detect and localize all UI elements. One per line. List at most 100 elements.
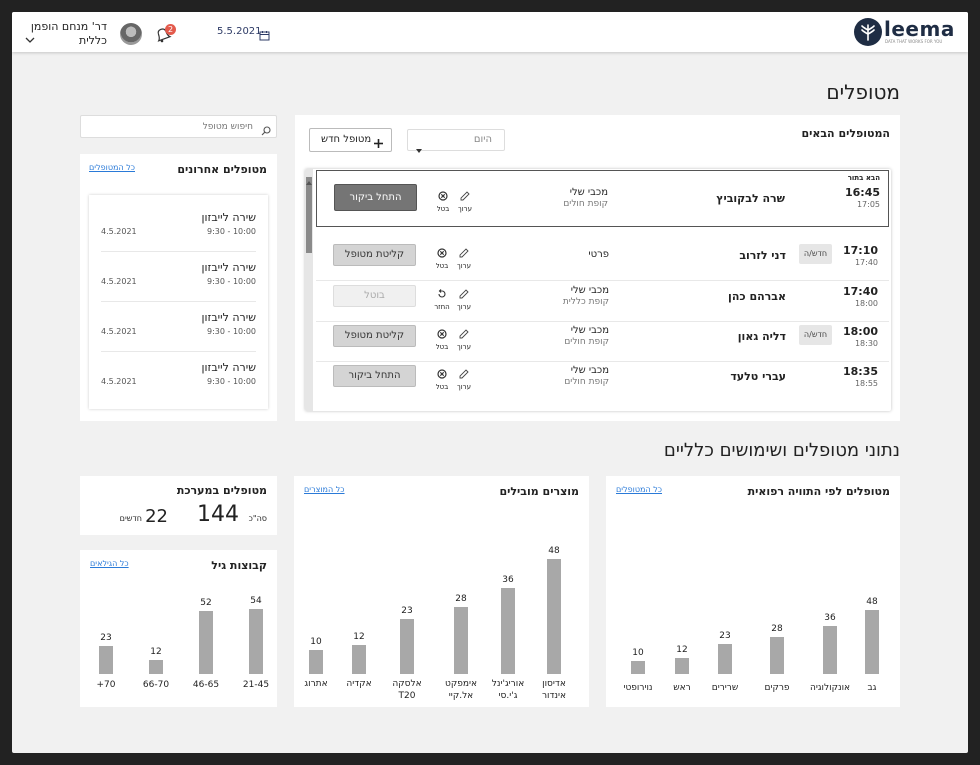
- patient-search[interactable]: [80, 115, 277, 138]
- row-insurance: מכבי שלי: [570, 285, 609, 296]
- edit-label: ערוך: [457, 383, 471, 391]
- edit-icon: [459, 289, 469, 299]
- recent-divider: [101, 251, 256, 252]
- upcoming-row[interactable]: 18:35 18:55 עברי טלעד מכבי שלי קופת חולים ערו…: [316, 362, 889, 402]
- scrollbar-thumb[interactable]: [306, 177, 312, 253]
- start-visit-button[interactable]: התחל ביקור: [334, 184, 417, 211]
- top-bar: leema DATA THAT WORKS FOR YOU 5.5.2021 2…: [12, 12, 968, 52]
- row-insurance-type: קופת חולים: [563, 199, 608, 209]
- scroll-down-icon[interactable]: [306, 403, 312, 411]
- chart-title: מטופלים לפי התוויה רפואית: [747, 485, 890, 498]
- system-title: מטופלים במערכת: [176, 484, 267, 497]
- user-menu-chevron-down-icon[interactable]: [25, 29, 35, 48]
- cancel-label: בטל: [435, 343, 449, 351]
- chart-all-link[interactable]: כל המטופלים: [616, 485, 662, 494]
- recent-patient-item[interactable]: שירה לייבזון 9:30 - 10:00 4.5.2021: [89, 361, 268, 405]
- chart-bar: [547, 559, 561, 674]
- upcoming-row-next[interactable]: הבא בתור 16:45 17:05 שרה לבקוביץ מכבי של…: [316, 170, 889, 227]
- upcoming-row[interactable]: 18:00 18:30 חדש/ה דליה גאון מכבי שלי קופת חול…: [316, 322, 889, 362]
- upcoming-row[interactable]: 17:40 18:00 אברהם כהן מכבי שלי קופת כללית ערו…: [316, 282, 889, 322]
- row-patient-name[interactable]: דני לזרוב: [739, 249, 786, 262]
- cancel-appointment-button[interactable]: בטל: [435, 186, 451, 213]
- edit-button[interactable]: ערוך: [456, 284, 472, 311]
- day-filter-value: היום: [473, 134, 492, 145]
- chart-value-label: 52: [200, 598, 212, 609]
- upcoming-list: הבא בתור 16:45 17:05 שרה לבקוביץ מכבי של…: [305, 169, 891, 411]
- recent-patient-date: 4.5.2021: [101, 377, 137, 386]
- chart-category-label: אוריג'ינל ג'י.סי: [491, 679, 525, 701]
- total-label: סה"כ: [248, 514, 267, 523]
- edit-icon: [459, 248, 469, 258]
- recent-patient-time: 9:30 - 10:00: [207, 377, 256, 386]
- edit-button[interactable]: ערוך: [456, 243, 472, 270]
- age-groups-chart-card: קבוצות גיל כל הגילאים 54 21-45 52 46-65 12 66-7…: [80, 550, 277, 707]
- chart-value-label: 28: [771, 623, 783, 634]
- restore-button[interactable]: החזר: [434, 284, 450, 311]
- all-patients-link[interactable]: כל המטופלים: [89, 163, 135, 172]
- recent-patient-date: 4.5.2021: [101, 227, 137, 236]
- row-end-time: 18:55: [854, 379, 878, 388]
- chart-value-label: 12: [150, 646, 162, 657]
- chart-bar: [199, 611, 213, 674]
- row-insurance-type: קופת כללית: [562, 297, 609, 307]
- chart-value-label: 23: [719, 630, 731, 641]
- chart-bar: [718, 643, 732, 674]
- row-action-button[interactable]: בוטל: [333, 285, 416, 307]
- recent-patient-item[interactable]: שירה לייבזון 9:30 - 10:00 4.5.2021: [89, 261, 268, 305]
- chart-all-link[interactable]: כל המוצרים: [304, 485, 345, 494]
- chart-title: מוצרים מובילים: [499, 485, 579, 498]
- cancel-appointment-button[interactable]: בטל: [434, 324, 450, 351]
- row-patient-name[interactable]: אברהם כהן: [728, 290, 786, 303]
- upcoming-row[interactable]: 17:10 17:40 חדש/ה דני לזרוב פרטי ערוך בטל קליטת…: [316, 241, 889, 281]
- edit-button[interactable]: ערוך: [457, 186, 473, 213]
- day-filter-select[interactable]: היום: [407, 129, 505, 153]
- row-patient-name[interactable]: דליה גאון: [737, 330, 786, 343]
- row-insurance-type: קופת חולים: [564, 377, 609, 387]
- logo[interactable]: leema: [884, 17, 955, 41]
- row-action-button[interactable]: קליטת מטופל: [333, 325, 416, 347]
- chart-category-label: שרירים: [711, 683, 739, 693]
- total-count: 144: [197, 502, 239, 527]
- indications-chart-card: מטופלים לפי התוויה רפואית כל המטופלים 48 גב…: [606, 476, 900, 707]
- edit-icon: [459, 329, 469, 339]
- search-input[interactable]: [85, 119, 253, 134]
- chart-value-label: 48: [866, 597, 878, 607]
- chart-value-label: 23: [401, 605, 413, 616]
- row-action-button[interactable]: קליטת מטופל: [333, 244, 416, 266]
- new-patient-button[interactable]: מטופל חדש: [309, 128, 392, 152]
- user-role: כללית: [78, 34, 107, 47]
- edit-button[interactable]: ערוך: [456, 364, 472, 391]
- scrollbar-track[interactable]: [305, 169, 313, 411]
- plus-icon: [373, 134, 384, 153]
- row-divider: [316, 321, 889, 322]
- row-patient-name[interactable]: עברי טלעד: [730, 370, 786, 383]
- recent-patient-time: 9:30 - 10:00: [207, 227, 256, 236]
- chart-value-label: 23: [100, 633, 112, 644]
- scroll-up-icon[interactable]: [306, 170, 312, 189]
- row-end-time: 18:00: [854, 299, 878, 308]
- edit-button[interactable]: ערוך: [456, 324, 472, 351]
- caret-down-icon: [416, 138, 422, 157]
- cancel-circle-icon: [437, 329, 447, 339]
- chart-value-label: 28: [455, 593, 467, 604]
- avatar[interactable]: [120, 23, 142, 45]
- recent-patient-item[interactable]: שירה לייבזון 9:30 - 10:00 4.5.2021: [89, 311, 268, 355]
- recent-patient-time: 9:30 - 10:00: [207, 277, 256, 286]
- row-patient-name[interactable]: שרה לבקוביץ: [716, 192, 785, 205]
- recent-patient-name: שירה לייבזון: [201, 361, 256, 374]
- row-time: 17:10: [842, 244, 878, 257]
- cancel-label: בטל: [435, 383, 449, 391]
- current-date: 5.5.2021: [217, 26, 262, 37]
- chart-category-label: אתרוג: [304, 679, 328, 689]
- chart-all-link[interactable]: כל הגילאים: [90, 559, 129, 568]
- cancel-appointment-button[interactable]: בטל: [434, 243, 450, 270]
- calendar-icon[interactable]: [259, 26, 270, 45]
- recent-patient-time: 9:30 - 10:00: [207, 327, 256, 336]
- recent-patient-item[interactable]: שירה לייבזון 9:30 - 10:00 4.5.2021: [89, 211, 268, 255]
- row-action-button[interactable]: התחל ביקור: [333, 365, 416, 387]
- cancel-appointment-button[interactable]: בטל: [434, 364, 450, 391]
- stats-title: נתוני מטופלים ושימושים כלליים: [663, 440, 900, 461]
- chart-value-label: 54: [250, 596, 262, 606]
- cancel-circle-icon: [437, 369, 447, 379]
- recent-divider: [101, 351, 256, 352]
